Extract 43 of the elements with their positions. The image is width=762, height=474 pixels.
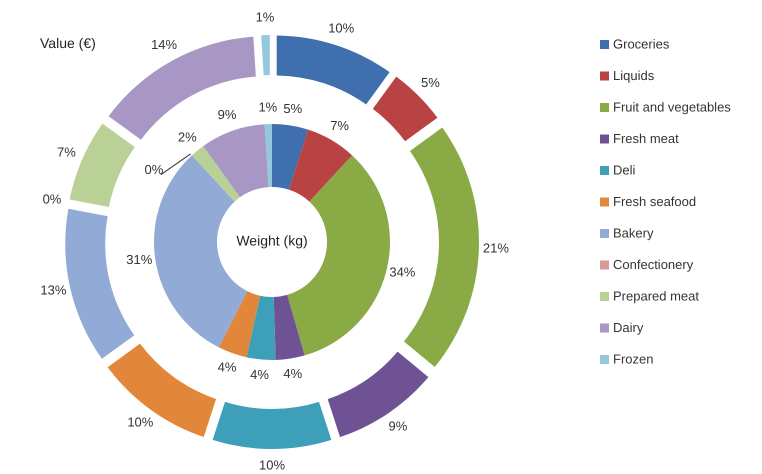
legend-label: Confectionery (613, 256, 694, 272)
data-label: 4% (250, 366, 270, 382)
text: Weight (kg) (236, 232, 308, 249)
donut-slice (274, 294, 305, 360)
legend-label: Fresh meat (613, 130, 680, 146)
data-label: 10% (258, 457, 286, 472)
data-label: 4% (283, 366, 303, 381)
data-label: 5% (283, 101, 303, 116)
donut-slice (203, 124, 269, 198)
donut-slice (218, 291, 260, 358)
legend-label: Fruit and vegetables (613, 99, 732, 114)
data-label: 7% (57, 144, 76, 160)
data-label: 5% (420, 75, 440, 90)
data-label: 9% (218, 107, 237, 122)
data-label: 4% (218, 360, 237, 375)
donut-slice (246, 296, 276, 360)
text: Value (€) (40, 35, 96, 51)
data-label: 2% (178, 130, 198, 145)
data-label: 9% (388, 418, 408, 434)
legend-label: Liquids (613, 68, 655, 83)
data-label: 31% (126, 252, 153, 268)
data-label: 1% (258, 100, 278, 114)
legend-label: Deli (613, 162, 636, 178)
legend-label: Dairy (613, 320, 644, 335)
data-label: 34% (389, 264, 416, 280)
legend-label: Prepared meat (613, 288, 700, 304)
legend-label: Frozen (613, 351, 654, 366)
data-label: 21% (482, 240, 510, 256)
data-label: 14% (151, 37, 178, 52)
data-label: 10% (127, 414, 154, 430)
donut-slice (272, 124, 308, 190)
data-label: 13% (40, 282, 67, 298)
data-label: 1% (256, 10, 275, 25)
donut-slice (288, 130, 352, 202)
donut-slice (192, 146, 240, 202)
data-label: 10% (328, 20, 355, 36)
legend-label: Bakery (613, 225, 654, 240)
legend-label: Groceries (613, 36, 670, 52)
text: 0% (42, 191, 62, 206)
text: 0% (144, 162, 164, 177)
donut-slice (264, 124, 272, 188)
data-label: 7% (330, 118, 350, 133)
legend-label: Fresh seafood (613, 194, 696, 209)
